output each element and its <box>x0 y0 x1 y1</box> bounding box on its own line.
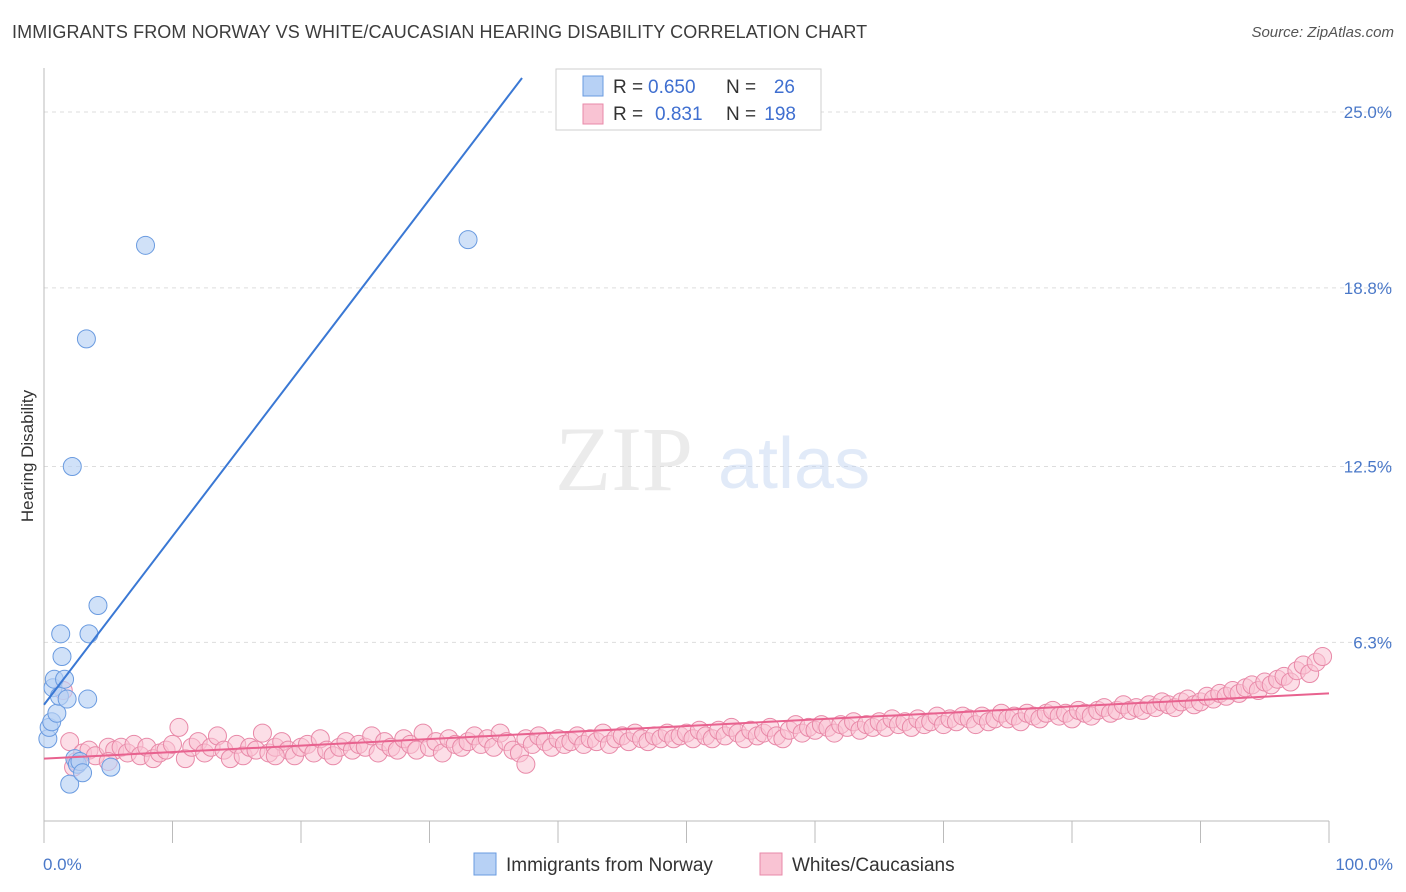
bottom-legend-label-pink: Whites/Caucasians <box>792 855 955 876</box>
whites-caucasians-point <box>265 746 285 766</box>
y-axis-label: Hearing Disability <box>18 389 37 522</box>
norway-trend-line <box>43 77 523 706</box>
whites-caucasians-point <box>1313 647 1333 667</box>
bottom-legend-label-blue: Immigrants from Norway <box>506 855 713 876</box>
norway-point <box>52 647 72 667</box>
whites-caucasians-point <box>60 732 80 752</box>
legend-r-value-2: 0.831 <box>655 104 703 125</box>
legend-r-value-1: 0.650 <box>648 77 696 98</box>
whites-caucasians-points <box>53 647 1333 777</box>
chart-title: IMMIGRANTS FROM NORWAY VS WHITE/CAUCASIA… <box>12 22 868 42</box>
legend-n-label-2: N = <box>726 104 756 125</box>
norway-point <box>73 763 93 783</box>
whites-caucasians-point <box>252 723 272 743</box>
x-tick-label: 0.0% <box>43 855 82 874</box>
legend-n-value-2: 198 <box>764 104 796 125</box>
y-tick-label: 25.0% <box>1344 103 1392 122</box>
y-tick-label: 6.3% <box>1353 633 1392 652</box>
whites-caucasians-point <box>516 754 536 774</box>
legend-swatch-pink <box>582 103 604 125</box>
norway-point <box>458 230 478 250</box>
watermark-zip: ZIP <box>555 408 693 510</box>
norway-point <box>101 757 121 777</box>
bottom-legend-swatch-pink <box>759 852 783 876</box>
legend-n-label-1: N = <box>726 77 756 98</box>
norway-point <box>62 457 82 477</box>
y-tick-label: 12.5% <box>1344 458 1392 477</box>
watermark: ZIP atlas <box>555 408 870 510</box>
source-credit: Source: ZipAtlas.com <box>1251 24 1394 41</box>
axes <box>43 68 1330 843</box>
bottom-legend: Immigrants from Norway Whites/Caucasians <box>473 852 955 876</box>
legend-swatch-blue <box>582 75 604 97</box>
x-tick-label: 100.0% <box>1335 855 1393 874</box>
watermark-atlas: atlas <box>718 424 870 504</box>
norway-point <box>57 689 77 709</box>
norway-point <box>60 774 80 794</box>
norway-point <box>76 329 96 349</box>
norway-point <box>78 689 98 709</box>
whites-caucasians-point <box>163 734 182 754</box>
y-tick-labels: 6.3% 12.5% 18.8% 25.0% <box>1344 103 1392 652</box>
norway-points <box>38 230 478 794</box>
whites-caucasians-trend-line <box>43 692 1330 760</box>
legend-r-label-2: R = <box>613 104 643 125</box>
whites-caucasians-point <box>169 717 189 737</box>
legend-box: R = 0.650 N = 26 R = 0.831 N = 198 <box>555 68 822 131</box>
norway-point <box>88 595 108 615</box>
legend-n-value-1: 26 <box>774 77 795 98</box>
y-tick-label: 18.8% <box>1344 279 1392 298</box>
norway-point <box>79 624 99 644</box>
x-tick-labels: 0.0% 100.0% <box>43 855 1393 874</box>
norway-point <box>51 624 71 644</box>
bottom-legend-swatch-blue <box>473 852 497 876</box>
trend-lines <box>43 77 1330 760</box>
norway-point <box>136 235 156 255</box>
legend-r-label-1: R = <box>613 77 643 98</box>
gridlines <box>44 111 1392 643</box>
